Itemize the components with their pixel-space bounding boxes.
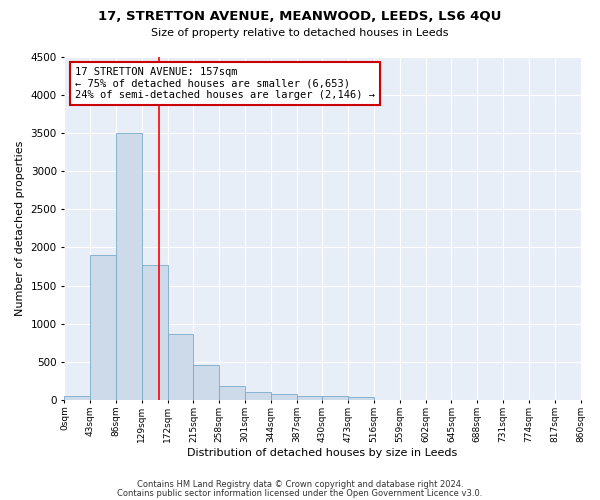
- X-axis label: Distribution of detached houses by size in Leeds: Distribution of detached houses by size …: [187, 448, 458, 458]
- Text: Contains public sector information licensed under the Open Government Licence v3: Contains public sector information licen…: [118, 488, 482, 498]
- Bar: [245, 392, 271, 400]
- Text: Size of property relative to detached houses in Leeds: Size of property relative to detached ho…: [151, 28, 449, 38]
- Text: 17 STRETTON AVENUE: 157sqm
← 75% of detached houses are smaller (6,653)
24% of s: 17 STRETTON AVENUE: 157sqm ← 75% of deta…: [75, 67, 375, 100]
- Bar: [193, 365, 219, 400]
- Y-axis label: Number of detached properties: Number of detached properties: [15, 140, 25, 316]
- Bar: [271, 394, 296, 400]
- Bar: [322, 396, 348, 400]
- Bar: [296, 396, 322, 400]
- Bar: [348, 398, 374, 400]
- Bar: [219, 386, 245, 400]
- Bar: [90, 255, 116, 400]
- Bar: [167, 334, 193, 400]
- Bar: [64, 396, 90, 400]
- Text: Contains HM Land Registry data © Crown copyright and database right 2024.: Contains HM Land Registry data © Crown c…: [137, 480, 463, 489]
- Text: 17, STRETTON AVENUE, MEANWOOD, LEEDS, LS6 4QU: 17, STRETTON AVENUE, MEANWOOD, LEEDS, LS…: [98, 10, 502, 23]
- Bar: [116, 133, 142, 400]
- Bar: [142, 264, 167, 400]
